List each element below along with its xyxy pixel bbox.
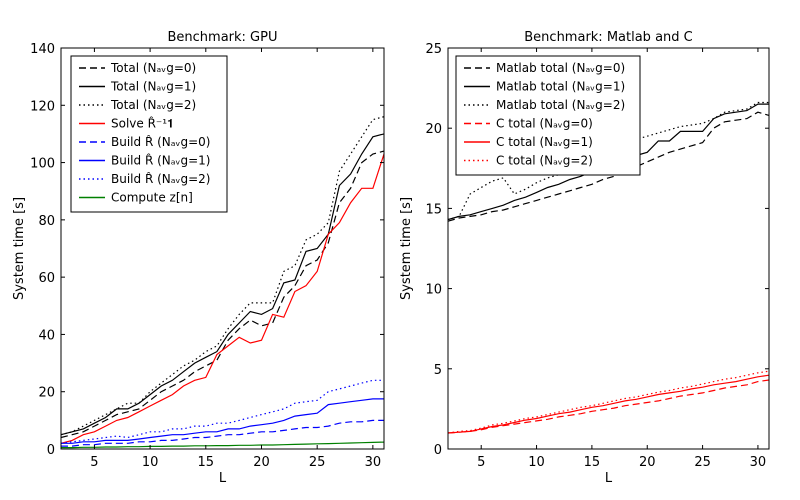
- y-tick-label: 100: [30, 157, 55, 172]
- x-tick-label: 10: [142, 455, 159, 470]
- x-tick-label: 25: [694, 455, 711, 470]
- y-tick-label: 5: [434, 363, 442, 378]
- legend-entry: Build R̂ (Nₐᵥg=2): [111, 172, 210, 186]
- x-tick-label: 10: [528, 455, 545, 470]
- x-tick-label: 30: [750, 455, 767, 470]
- y-tick-label: 60: [38, 271, 55, 286]
- x-tick-label: 25: [309, 455, 326, 470]
- legend-entry: Matlab total (Nₐᵥg=2): [496, 98, 625, 112]
- y-tick-label: 120: [30, 99, 55, 114]
- series-line-0-4: [61, 419, 384, 447]
- x-tick-label: 5: [477, 455, 485, 470]
- y-tick-label: 80: [38, 214, 55, 229]
- legend-entry: C total (Nₐᵥg=0): [496, 117, 593, 131]
- series-line-1-3: [447, 379, 770, 434]
- y-tick-label: 140: [30, 42, 55, 57]
- legend-entry: Total (Nₐᵥg=1): [110, 80, 196, 94]
- legend-box: [455, 55, 641, 176]
- series-line-0-2: [60, 116, 385, 436]
- legend-entry: C total (Nₐᵥg=1): [496, 135, 593, 149]
- x-axis-label: L: [219, 471, 227, 486]
- series-line-0-7: [61, 441, 385, 449]
- legend-entry: Total (Nₐᵥg=2): [110, 98, 196, 112]
- y-tick-label: 25: [425, 42, 442, 57]
- x-axis-label: L: [605, 471, 613, 486]
- y-tick-label: 40: [38, 328, 55, 343]
- series-line-1-4: [447, 374, 770, 434]
- legend-entry: Build R̂ (Nₐᵥg=0): [111, 135, 210, 149]
- legend: Total (Nₐᵥg=0) Total (Nₐᵥg=1) Total (Nₐᵥg=…: [70, 55, 228, 213]
- gpu-benchmark-chart: 5 10 15 20 25 30 0 20 40 60 80 100 120 140 Benchmark: …: [12, 30, 385, 486]
- plot-frame: [447, 47, 770, 450]
- y-tick-label: 20: [38, 386, 55, 401]
- y-tick-label: 20: [425, 122, 442, 137]
- x-tick-label: 20: [639, 455, 656, 470]
- y-tick-label: 0: [47, 443, 55, 458]
- legend-entry: Compute z[n]: [111, 191, 193, 205]
- legend-entry: Build R̂ (Nₐᵥg=1): [111, 153, 210, 167]
- y-axis-label: System time [s]: [12, 197, 27, 300]
- plot-frame: [60, 47, 385, 450]
- y-tick-label: 10: [425, 283, 442, 298]
- series-line-0-3: [60, 153, 385, 444]
- legend-entry: Total (Nₐᵥg=0): [110, 61, 196, 75]
- x-tick-label: 15: [198, 455, 215, 470]
- y-tick-label: 0: [434, 443, 442, 458]
- x-tick-label: 30: [365, 455, 382, 470]
- legend-box: [70, 55, 228, 213]
- legend: Matlab total (Nₐᵥg=0) Matlab total (Nₐᵥg=…: [455, 55, 641, 176]
- matlab-c-benchmark-chart: 5 10 15 20 25 30 0 5 10 15 20 25 Benchmark: Matlab a…: [399, 30, 770, 486]
- legend-entry: Matlab total (Nₐᵥg=0): [496, 61, 625, 75]
- x-tick-label: 5: [90, 455, 98, 470]
- x-tick-label: 20: [253, 455, 270, 470]
- series-line-1-5: [447, 370, 770, 434]
- series-line-1-0: [447, 111, 770, 222]
- legend-entry: Matlab total (Nₐᵥg=1): [496, 80, 625, 94]
- x-tick-label: 15: [584, 455, 601, 470]
- series-line-0-5: [61, 398, 384, 444]
- y-tick-label: 15: [425, 202, 442, 217]
- chart-title: Benchmark: Matlab and C: [524, 30, 692, 45]
- legend-entry: Solve R̂⁻¹𝟏: [111, 116, 174, 130]
- legend-entry: C total (Nₐᵥg=2): [496, 154, 593, 168]
- chart-title: Benchmark: GPU: [168, 30, 278, 45]
- y-axis-label: System time [s]: [399, 197, 414, 300]
- series-line-0-6: [60, 379, 384, 444]
